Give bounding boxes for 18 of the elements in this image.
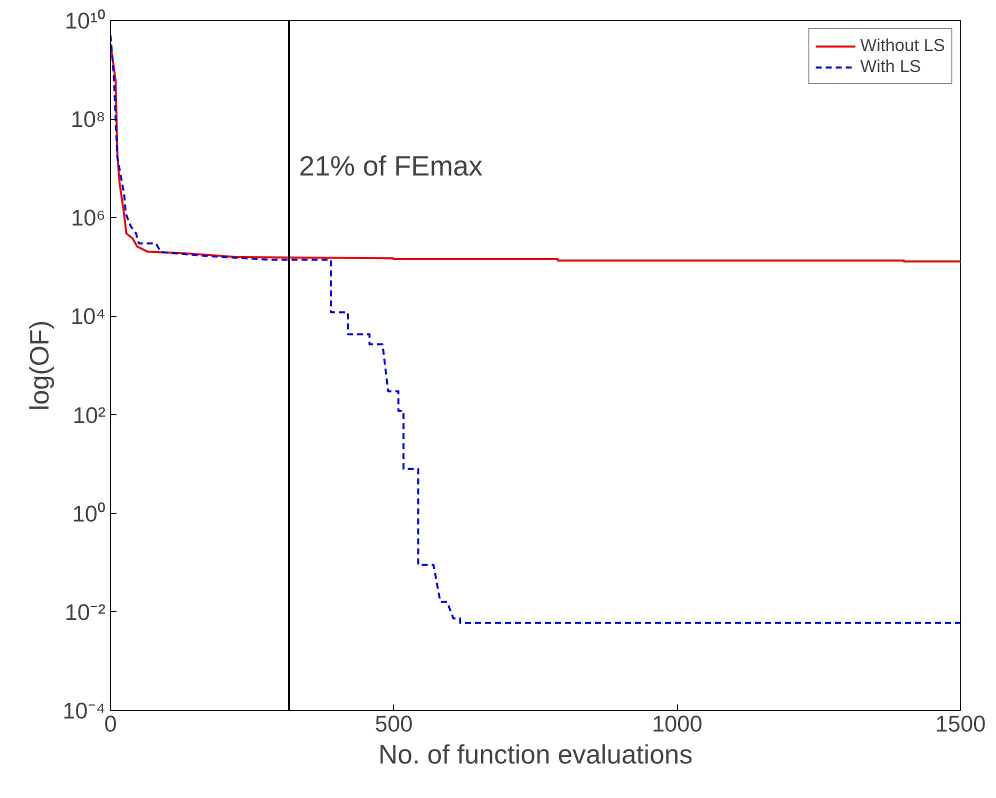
x-tick-label: 500 <box>374 710 413 736</box>
y-tick-label: 10⁰ <box>72 500 106 526</box>
y-tick-label: 10⁶ <box>70 204 106 231</box>
y-tick-label: 10⁸ <box>70 106 106 132</box>
y-tick-label: 10⁴ <box>70 303 106 330</box>
legend-label: With LS <box>860 56 921 77</box>
x-tick-label: 1500 <box>935 710 986 736</box>
y-tick-label: 10¹⁰ <box>64 8 106 34</box>
x-tick-label: 0 <box>104 710 117 736</box>
line-series <box>110 34 960 624</box>
legend-label: Without LS <box>860 35 945 56</box>
x-tick-label: 1000 <box>652 710 702 736</box>
y-axis-title: log(OF) <box>24 320 55 411</box>
y-tick-label: 10⁻² <box>64 598 106 625</box>
x-axis-title: No. of function evaluations <box>378 740 693 770</box>
y-tick-label: 10⁻⁴ <box>62 698 106 724</box>
y-tick-label: 10² <box>72 402 106 428</box>
ref-line-label: 21% of FEmax <box>299 150 483 182</box>
